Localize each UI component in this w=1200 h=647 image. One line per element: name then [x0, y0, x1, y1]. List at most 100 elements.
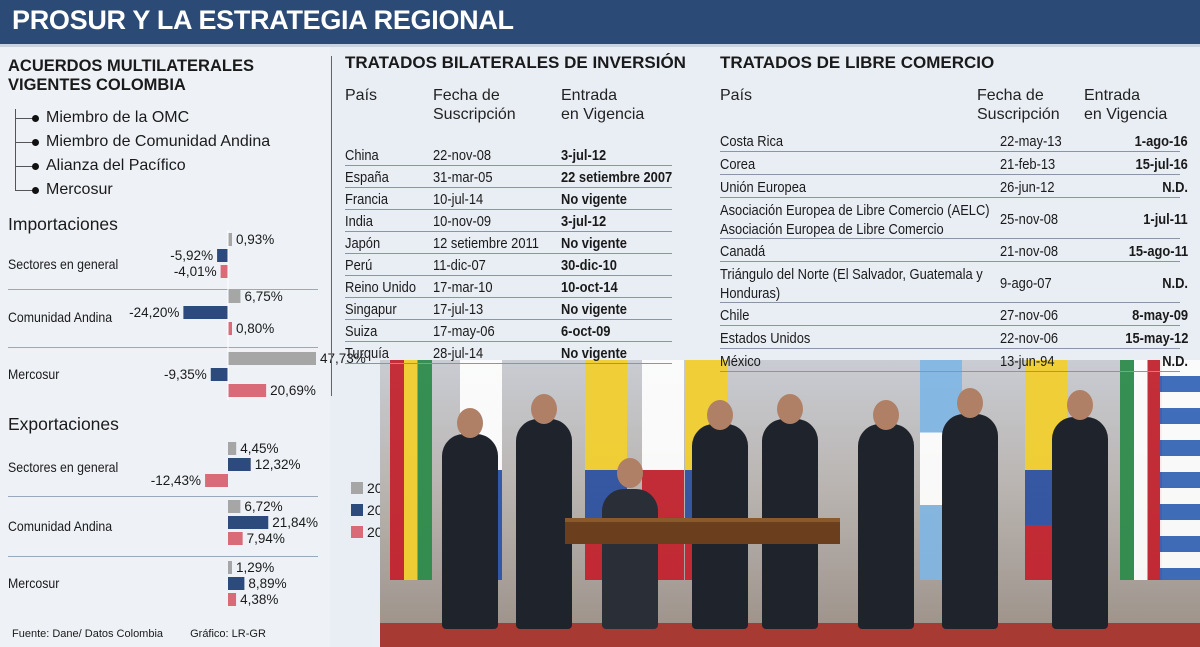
bar-exp-1-2017	[228, 516, 269, 529]
tree-branch	[15, 118, 33, 119]
table-row: Canadá 21-nov-08 15-ago-11	[720, 240, 1188, 262]
bil-header-entrada-2: en Vigencia	[561, 106, 645, 123]
person-figure	[858, 424, 914, 629]
tlc-cell-fecha: 21-nov-08	[1000, 243, 1059, 260]
bil-cell-entrada: 10-oct-14	[561, 279, 618, 296]
table-row: Suiza 17-may-06 6-oct-09	[345, 320, 672, 342]
bil-cell-entrada: No vigente	[561, 345, 627, 362]
page-title: PROSUR Y LA ESTRATEGIA REGIONAL	[12, 5, 514, 35]
bil-cell-pais: Japón	[345, 235, 381, 252]
bil-header-fecha-1: Fecha de	[433, 87, 500, 104]
tlc-cell-entrada: 1-ago-16	[1134, 133, 1188, 150]
person-head	[531, 394, 557, 424]
tlc-cell-entrada: 1-jul-11	[1143, 211, 1188, 228]
table-row: Singapur 17-jul-13 No vigente	[345, 298, 672, 320]
table-row: Asociación Europea de Libre Comercio (AE…	[720, 199, 1188, 239]
acuerdo-item: Alianza del Pacífico	[46, 157, 186, 174]
bar-imp-1-2016	[228, 290, 241, 303]
tlc-cell-fecha: 13-jun-94	[1000, 353, 1055, 370]
tlc-header-fecha-1: Fecha de	[977, 87, 1044, 104]
tree-branch	[15, 166, 33, 167]
person-head	[457, 408, 483, 438]
tlc-cell-pais: Honduras)	[720, 285, 781, 302]
bar-exp-0-2018	[205, 474, 228, 487]
importaciones-title: Importaciones	[8, 214, 118, 234]
tlc-cell-pais: Unión Europea	[720, 179, 807, 196]
tlc-cell-pais: Asociación Europea de Libre Comercio (AE…	[720, 202, 990, 219]
bar-value-label: 20,69%	[270, 383, 316, 398]
tlc-cell-fecha: 9-ago-07	[1000, 275, 1052, 292]
group-separator	[8, 496, 318, 497]
table-row: Reino Unido 17-mar-10 10-oct-14	[345, 276, 672, 298]
tlc-cell-fecha: 25-nov-08	[1000, 211, 1059, 228]
bil-cell-entrada: No vigente	[561, 191, 627, 208]
bar-imp-2-2018	[228, 384, 267, 397]
table-row: México 13-jun-94 N.D.	[720, 350, 1188, 372]
summit-photo	[380, 360, 1200, 647]
bilaterales-title: TRATADOS BILATERALES DE INVERSIÓN	[345, 53, 686, 72]
group-separator	[8, 556, 318, 557]
tlc-header-entrada-2: en Vigencia	[1084, 106, 1168, 123]
tlc-cell-pais: Triángulo del Norte (El Salvador, Guatem…	[720, 266, 983, 283]
exp-category-label: Mercosur	[8, 575, 60, 591]
tlc-cell-fecha: 27-nov-06	[1000, 307, 1059, 324]
tlc-header-pais: País	[720, 87, 753, 104]
bar-value-label: 8,89%	[248, 576, 286, 591]
tlc-header-entrada-1: Entrada	[1084, 87, 1141, 104]
bar-value-label: -24,20%	[129, 305, 179, 320]
table-row: Chile 27-nov-06 8-may-09	[720, 304, 1188, 326]
bil-cell-fecha: 31-mar-05	[433, 169, 493, 186]
bar-value-label: 4,38%	[240, 592, 278, 607]
tree-connector	[15, 109, 16, 191]
bil-cell-pais: Turquía	[345, 345, 389, 362]
person-head	[873, 400, 899, 430]
bar-exp-2-2018	[228, 593, 237, 606]
table-row: Triángulo del Norte (El Salvador, Guatem…	[720, 263, 1188, 303]
table-row: Perú 11-dic-07 30-dic-10	[345, 254, 672, 276]
tlc-cell-entrada: 15-may-12	[1124, 330, 1188, 347]
person-head	[957, 388, 983, 418]
signing-table	[565, 518, 840, 544]
legend-swatch	[351, 526, 363, 538]
source-note: Fuente: Dane/ Datos Colombia	[12, 628, 164, 640]
bar-imp-1-2017	[183, 306, 228, 319]
bar-imp-2-2017	[210, 368, 228, 381]
bil-header-fecha-2: Suscripción	[433, 106, 516, 123]
bar-value-label: 6,72%	[244, 499, 282, 514]
bullet-icon	[32, 163, 39, 170]
bil-cell-pais: Francia	[345, 191, 389, 208]
graphic-credit: Gráfico: LR-GR	[190, 628, 266, 640]
bar-exp-1-2016	[228, 500, 241, 513]
bar-value-label: 1,29%	[236, 560, 274, 575]
person-figure	[942, 414, 998, 629]
imp-category-label: Mercosur	[8, 366, 60, 382]
imp-category-label: Sectores en general	[8, 256, 119, 272]
bar-imp-1-2018	[228, 322, 232, 335]
bil-cell-pais: India	[345, 213, 373, 230]
bil-header-pais: País	[345, 87, 378, 104]
tlc-cell-entrada: N.D.	[1162, 275, 1188, 292]
banner-underline	[0, 44, 1200, 47]
tlc-cell-entrada: 15-ago-11	[1128, 243, 1188, 260]
bar-value-label: 0,93%	[236, 232, 274, 247]
exp-category-label: Sectores en general	[8, 459, 119, 475]
bil-cell-fecha: 28-jul-14	[433, 345, 484, 362]
bar-exp-2-2017	[228, 577, 245, 590]
column-divider	[331, 56, 332, 396]
header-banner: PROSUR Y LA ESTRATEGIA REGIONAL	[0, 0, 1200, 44]
bar-exp-1-2018	[228, 532, 243, 545]
table-row: Costa Rica 22-may-13 1-ago-16	[720, 130, 1188, 152]
bar-imp-2-2016	[228, 352, 316, 365]
tlc-cell-pais: México	[720, 353, 761, 370]
person-head	[707, 400, 733, 430]
bar-value-label: 0,80%	[236, 321, 274, 336]
bil-header-entrada-1: Entrada	[561, 87, 618, 104]
bil-cell-fecha: 10-nov-09	[433, 213, 492, 230]
tlc-cell-pais: Canadá	[720, 243, 766, 260]
flag-image	[390, 360, 432, 580]
bar-exp-2-2016	[228, 561, 232, 574]
bil-cell-fecha: 17-mar-10	[433, 279, 493, 296]
bil-cell-fecha: 17-may-06	[433, 323, 495, 340]
table-row: Japón 12 setiembre 2011 No vigente	[345, 232, 672, 254]
table-row: Estados Unidos 22-nov-06 15-may-12	[720, 327, 1188, 349]
